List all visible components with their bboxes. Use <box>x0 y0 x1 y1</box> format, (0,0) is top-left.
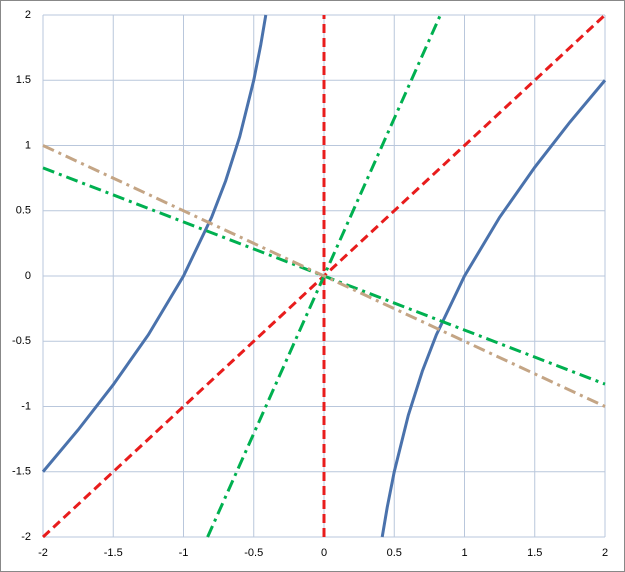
y-tick-label: -1.5 <box>12 466 31 478</box>
y-tick-label: 0.5 <box>16 205 31 217</box>
y-tick-label: -1 <box>21 400 31 412</box>
x-tick-label: -1 <box>179 547 189 559</box>
y-tick-label: -0.5 <box>12 335 31 347</box>
x-tick-label: 1 <box>461 547 467 559</box>
y-tick-label: 0 <box>25 270 31 282</box>
x-tick-label: -1.5 <box>104 547 123 559</box>
y-tick-label: 2 <box>25 9 31 21</box>
y-tick-label: 1 <box>25 139 31 151</box>
x-tick-label: 1.5 <box>527 547 542 559</box>
series-line <box>41 14 607 538</box>
x-tick-label: -2 <box>38 547 48 559</box>
y-tick-label: 1.5 <box>16 74 31 86</box>
y-tick-label: -2 <box>21 531 31 543</box>
x-tick-label: 0 <box>321 547 327 559</box>
series-line <box>42 144 606 408</box>
x-tick-label: 0.5 <box>387 547 402 559</box>
x-tick-label: 2 <box>602 547 608 559</box>
x-tick-label: -0.5 <box>244 547 263 559</box>
